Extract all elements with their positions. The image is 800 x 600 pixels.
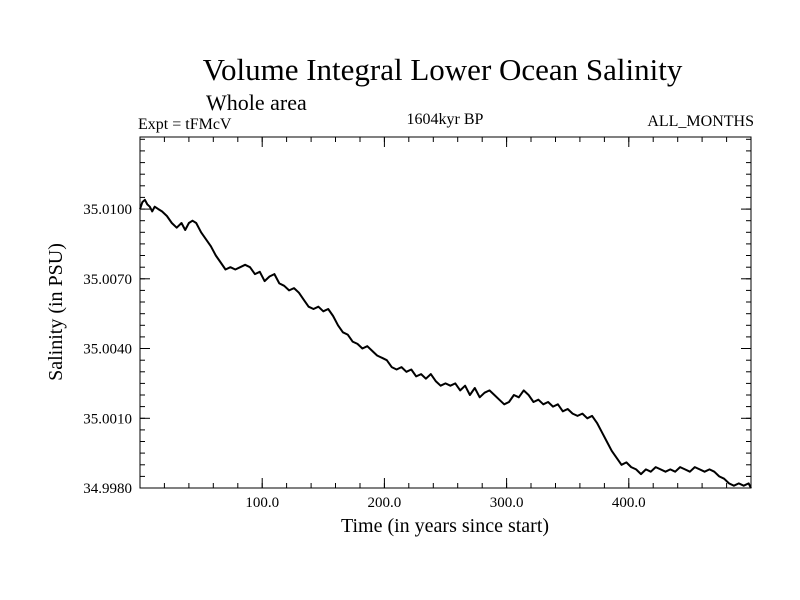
chart-subtitle: Whole area [206, 90, 307, 115]
y-tick-label: 35.0070 [83, 272, 132, 288]
y-axis-label: Salinity (in PSU) [45, 243, 67, 381]
x-tick-label: 300.0 [490, 495, 524, 511]
x-axis-label: Time (in years since start) [341, 515, 549, 537]
axis-ticks: 100.0 200.0 300.0 400.0 34.9980 35.0010 35.004… [83, 137, 751, 511]
y-tick-label: 35.0100 [83, 202, 132, 218]
months-label: ALL_MONTHS [647, 113, 754, 130]
x-tick-label: 400.0 [612, 495, 646, 511]
y-tick-label: 35.0010 [83, 411, 132, 427]
salinity-series-line [139, 198, 752, 489]
y-tick-label: 34.9980 [83, 481, 132, 497]
chart-title: Volume Integral Lower Ocean Salinity [202, 52, 683, 87]
y-tick-label: 35.0040 [83, 342, 132, 358]
plot-frame [139, 136, 752, 489]
experiment-label: Expt = tFMcV [138, 116, 232, 133]
period-label: 1604kyr BP [406, 111, 484, 128]
x-tick-label: 100.0 [245, 495, 279, 511]
x-tick-label: 200.0 [368, 495, 402, 511]
